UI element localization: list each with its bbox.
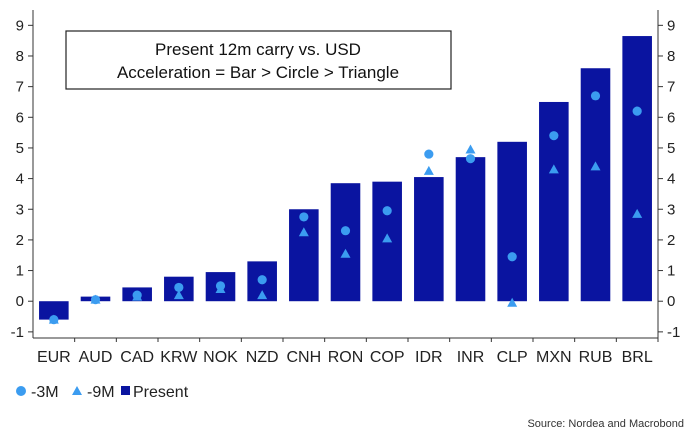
triangle-minus-9m-nzd [257,290,268,300]
left-tick-label: -1 [11,324,24,341]
left-tick-label: 2 [16,232,24,249]
triangle-minus-9m-cop [382,233,393,243]
legend-triangle-marker [72,386,82,395]
bar-present-idr [414,177,444,302]
circle-minus-3m-mxn [549,131,559,141]
left-tick-label: 9 [16,17,24,34]
circle-minus-3m-cad [132,290,142,300]
right-tick-label: 1 [667,263,675,280]
left-tick-label: 5 [16,140,24,157]
bar-present-brl [622,36,652,302]
category-label: NZD [246,349,279,366]
category-label: CNH [286,349,321,366]
right-tick-label: -1 [667,324,680,341]
right-tick-label: 4 [667,171,675,188]
circle-minus-3m-ron [340,226,351,236]
left-tick-label: 1 [16,263,24,280]
category-label: BRL [622,349,653,366]
right-tick-label: 8 [667,48,675,65]
category-label: RUB [579,349,613,366]
chart-title-line-1: Present 12m carry vs. USD [155,40,361,59]
right-tick-label: 5 [667,140,675,157]
circle-minus-3m-krw [174,282,184,293]
bar-present-clp [497,141,527,302]
right-tick-label: 9 [667,17,675,34]
bar-present-cnh [289,209,319,302]
triangle-minus-9m-clp [507,297,518,307]
left-tick-label: 4 [16,171,24,188]
category-labels: EUR AUD CAD KRW NOK NZD CNH RON COP IDR INR CLP MXN R… [37,338,659,366]
right-tick-label: 7 [667,79,675,96]
right-tick-label: 6 [667,109,675,126]
title-box-border [65,30,452,90]
chart-title-line-2: Acceleration = Bar > Circle > Triangle [117,63,399,82]
left-tick-label: 3 [16,201,24,218]
category-label: CAD [120,349,154,366]
bar-present-eur [39,301,69,320]
category-label: IDR [415,349,443,366]
circle-minus-3m-inr [465,154,476,164]
minus-3m-circles [49,91,642,325]
source-note: Source: Nordea and Macrobond [527,418,684,430]
plot-area: -1 0 1 2 3 4 5 6 7 8 9 -1 0 1 2 3 4 5 6 7 8 9 EUR AUD CAD KRW NO… [11,10,680,366]
left-tick-label: 0 [16,293,24,310]
category-label: AUD [79,349,113,366]
left-tick-label: 8 [16,48,24,65]
present-bars [39,36,652,320]
circle-minus-3m-brl [632,106,642,116]
left-tick-label: 7 [16,79,24,96]
category-label: COP [370,349,405,366]
circle-minus-3m-idr [424,149,434,159]
legend-circle-marker [16,386,26,396]
bar-present-rub [580,68,611,302]
circle-minus-3m-rub [590,91,601,101]
category-label: KRW [160,349,198,366]
category-label: INR [457,349,485,366]
bar-present-inr [455,157,486,302]
legend-bar-marker [121,386,130,395]
triangle-minus-9m-ron [340,248,351,258]
triangle-minus-9m-mxn [548,164,559,174]
legend-label-minus-9m: -9M [87,384,115,401]
circle-minus-3m-nzd [257,275,267,285]
right-tick-label: 3 [667,201,675,218]
left-y-ticks: -1 0 1 2 3 4 5 6 7 8 9 [11,17,33,341]
circle-minus-3m-cop [382,206,392,216]
circle-minus-3m-aud [90,295,101,305]
legend-label-minus-3m: -3M [31,384,59,401]
triangle-minus-9m-rub [590,161,601,171]
circle-minus-3m-nok [215,281,226,291]
right-y-ticks: -1 0 1 2 3 4 5 6 7 8 9 [658,17,680,341]
category-label: CLP [497,349,528,366]
triangle-minus-9m-cnh [298,227,309,237]
triangle-minus-9m-idr [423,165,434,175]
right-tick-label: 2 [667,232,675,249]
triangle-minus-9m-brl [632,208,643,218]
chart-title-box: Present 12m carry vs. USD Acceleration =… [65,30,452,90]
legend: -3M -9M Present [16,384,189,401]
left-tick-label: 6 [16,109,24,126]
right-tick-label: 0 [667,293,675,310]
circle-minus-3m-cnh [299,212,309,222]
triangle-minus-9m-krw [173,290,184,300]
category-label: EUR [37,349,71,366]
triangle-minus-9m-inr [465,144,476,154]
category-label: NOK [203,349,238,366]
legend-label-present: Present [133,384,189,401]
category-label: RON [328,349,364,366]
category-label: MXN [536,349,572,366]
circle-minus-3m-clp [507,252,517,262]
bar-present-ron [330,183,361,302]
circle-minus-3m-eur [49,315,59,325]
